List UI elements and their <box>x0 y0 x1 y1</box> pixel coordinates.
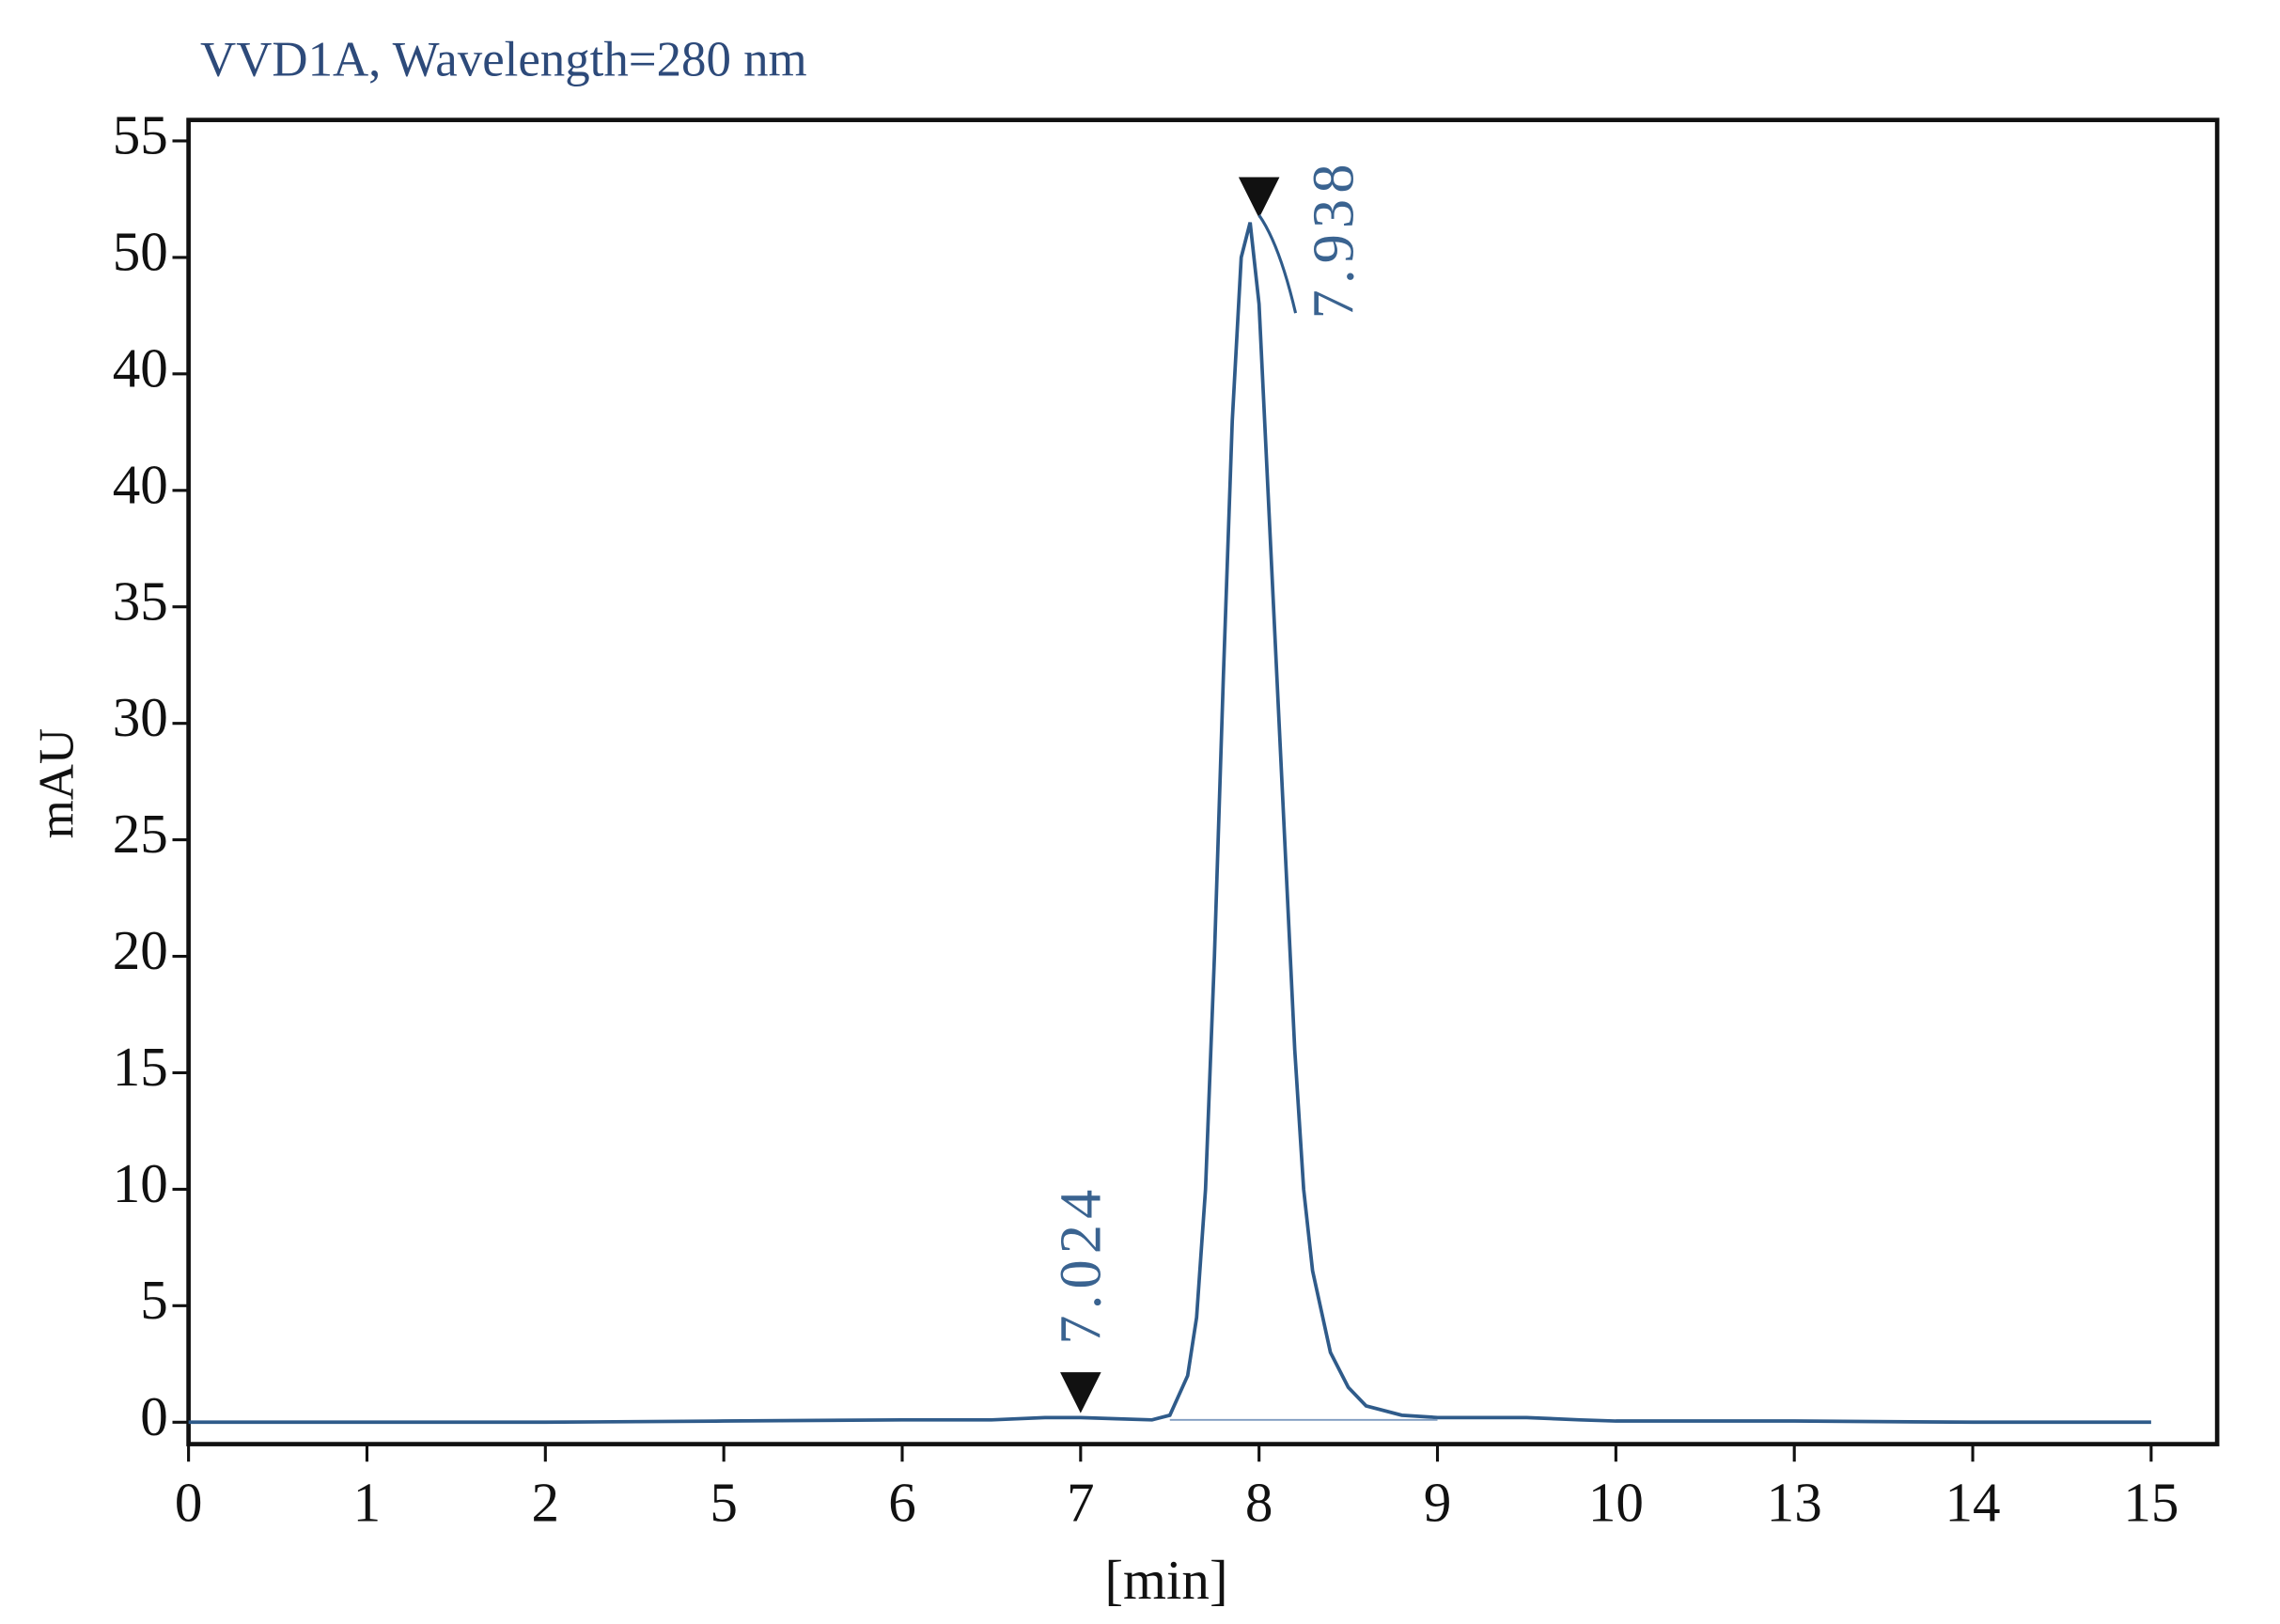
x-tick-label: 1 <box>353 1472 382 1534</box>
y-tick-label: 55 <box>113 104 168 166</box>
peak-marker <box>1238 177 1280 219</box>
y-tick-label: 40 <box>113 453 168 515</box>
x-tick-label: 7 <box>1067 1472 1095 1534</box>
y-tick-label: 10 <box>113 1152 168 1214</box>
peak-label: 7.938 <box>1302 158 1366 319</box>
series-line <box>188 222 2151 1425</box>
y-tick-label: 35 <box>113 570 168 632</box>
x-tick-label: 8 <box>1245 1472 1273 1534</box>
y-tick-label: 5 <box>140 1269 168 1331</box>
peak-marker <box>1060 1372 1101 1413</box>
x-tick-label: 0 <box>175 1472 203 1534</box>
y-tick-label: 40 <box>113 336 168 398</box>
chart-title: VVD1A, Wavelength=280 nm <box>200 33 807 87</box>
peak-tangent <box>1257 214 1298 314</box>
x-tick-label: 13 <box>1767 1472 1822 1534</box>
x-tick-label: 15 <box>2123 1472 2178 1534</box>
x-tick-label: 10 <box>1588 1472 1644 1534</box>
y-tick-label: 25 <box>113 803 168 865</box>
plot-frame <box>186 117 2220 1446</box>
y-tick-label: 0 <box>140 1385 168 1447</box>
y-tick-label: 15 <box>113 1036 168 1098</box>
y-tick-label: 30 <box>113 686 168 748</box>
y-axis-label: mAU <box>29 728 84 838</box>
x-tick-label: 5 <box>710 1472 738 1534</box>
x-tick-label: 6 <box>888 1472 916 1534</box>
x-tick-label: 2 <box>532 1472 560 1534</box>
x-tick-label: 9 <box>1424 1472 1452 1534</box>
x-axis-label: [min] <box>1104 1549 1227 1611</box>
x-tick-label: 14 <box>1945 1472 2001 1534</box>
peak-label: 7.024 <box>1049 1184 1113 1345</box>
y-tick-label: 20 <box>113 919 168 981</box>
y-tick-label: 50 <box>113 220 168 282</box>
